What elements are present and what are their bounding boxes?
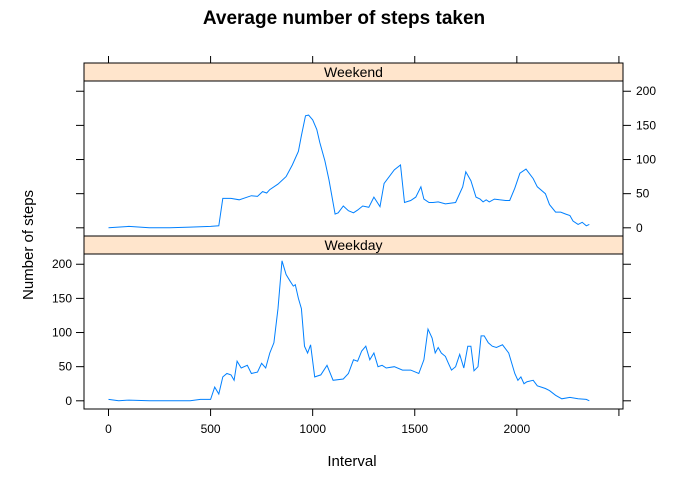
x-tick-label: 0 xyxy=(105,422,112,436)
series-line-weekday xyxy=(108,260,590,402)
panel-weekend: Weekend 0 50 100 150 200 xyxy=(76,62,656,237)
x-tick-label: 500 xyxy=(201,422,221,436)
strip-label-weekday: Weekday xyxy=(324,237,382,253)
y-tick-label: 50 xyxy=(59,360,73,374)
x-axis: 0 500 1000 1500 2000 xyxy=(105,56,620,436)
panels: Weekend 0 50 100 150 200 Weekday 0 50 100 150 200 xyxy=(52,62,656,410)
y-tick-label: 50 xyxy=(636,187,650,201)
panel-frame xyxy=(83,253,624,410)
x-axis-label: Interval xyxy=(327,453,376,470)
y-tick-label: 0 xyxy=(65,394,72,408)
series-line-weekend xyxy=(108,114,590,229)
strip-label-weekend: Weekend xyxy=(324,64,383,80)
y-axis-label: Number of steps xyxy=(20,190,37,300)
chart-title: Average number of steps taken xyxy=(203,8,485,29)
panel-weekday: Weekday 0 50 100 150 200 xyxy=(52,235,631,410)
x-tick-label: 2000 xyxy=(503,422,530,436)
y-tick-label: 150 xyxy=(52,291,72,305)
y-tick-label: 150 xyxy=(636,118,656,132)
y-tick-label: 200 xyxy=(52,257,72,271)
y-tick-label: 100 xyxy=(52,326,72,340)
x-tick-label: 1000 xyxy=(299,422,326,436)
y-tick-label: 100 xyxy=(636,153,656,167)
x-tick-label: 1500 xyxy=(401,422,428,436)
y-tick-label: 200 xyxy=(636,84,656,98)
y-tick-label: 0 xyxy=(636,221,643,235)
